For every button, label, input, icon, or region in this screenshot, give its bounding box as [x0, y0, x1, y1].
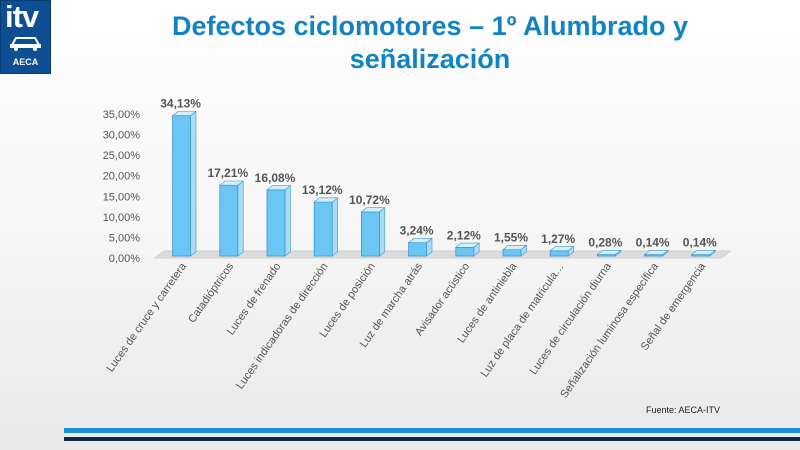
- y-tick-label: 25,00%: [103, 150, 141, 162]
- bar-top: [218, 180, 245, 186]
- bar-top: [171, 111, 197, 116]
- data-label: 16,08%: [255, 171, 296, 185]
- title-line-2: señalización: [349, 44, 511, 74]
- itv-logo: itv AECA: [0, 0, 51, 74]
- category-label: Luz de placa de matricula…: [479, 261, 567, 380]
- data-label: 1,55%: [494, 231, 528, 245]
- data-label: 0,28%: [588, 236, 622, 250]
- source-note: Fuente: AECA-ITV: [646, 405, 721, 415]
- logo-text: itv: [5, 0, 39, 34]
- page-title: Defectos ciclomotores – 1º Alumbrado y s…: [80, 10, 780, 76]
- bar-top: [502, 245, 528, 250]
- bar: [172, 115, 192, 257]
- bar-top: [266, 185, 292, 191]
- y-tick-label: 5,00%: [109, 232, 140, 244]
- category-label: Catadióptricos: [186, 260, 236, 325]
- bar-top: [549, 246, 575, 252]
- y-tick-label: 15,00%: [103, 191, 141, 203]
- y-tick-label: 20,00%: [103, 171, 141, 183]
- data-label: 1,27%: [541, 232, 575, 246]
- bar: [360, 211, 380, 257]
- bar: [266, 189, 286, 257]
- bar: [219, 184, 239, 257]
- category-label: Luces indicadoras de dirección: [234, 261, 330, 392]
- bar-top: [690, 250, 717, 255]
- data-label: 2,12%: [447, 228, 481, 242]
- bar: [455, 246, 475, 257]
- bar-side: [237, 180, 244, 257]
- bar: [549, 250, 569, 257]
- y-tick-label: 30,00%: [103, 130, 141, 142]
- data-label: 0,14%: [683, 236, 717, 250]
- bar-top: [360, 207, 386, 213]
- data-label: 3,24%: [400, 224, 434, 238]
- footer-rule-dark: [64, 437, 800, 441]
- bar-top: [596, 250, 622, 255]
- bar: [502, 249, 522, 257]
- bar: [313, 201, 333, 257]
- category-label: Señalización luminosa específica: [558, 260, 661, 400]
- bar-top: [454, 242, 481, 248]
- logo-subtext: AECA: [12, 57, 39, 67]
- category-label: Luces de circulación diurna: [528, 260, 615, 377]
- bar-side: [331, 197, 338, 257]
- footer-rule-blue: [64, 428, 800, 433]
- category-label: Luces de cruce y carretera: [105, 260, 190, 374]
- data-label: 17,21%: [207, 166, 248, 180]
- bar-side: [379, 207, 386, 257]
- data-label: 13,12%: [302, 183, 343, 197]
- bar-side: [190, 110, 197, 257]
- bar-side: [284, 185, 291, 257]
- chart-floor: [153, 250, 732, 259]
- y-tick-label: 10,00%: [103, 212, 141, 224]
- bar-top: [313, 197, 339, 203]
- data-label: 10,72%: [349, 193, 390, 207]
- title-line-1: Defectos ciclomotores – 1º Alumbrado y: [171, 11, 688, 41]
- data-label: 0,14%: [636, 236, 670, 250]
- car-icon: [10, 37, 41, 51]
- y-tick-label: 35,00%: [103, 109, 141, 121]
- bar-top: [407, 238, 433, 243]
- y-tick-label: 0,00%: [109, 253, 140, 265]
- data-label: 34,13%: [160, 97, 201, 111]
- bar: [408, 242, 428, 257]
- bar-top: [643, 250, 669, 255]
